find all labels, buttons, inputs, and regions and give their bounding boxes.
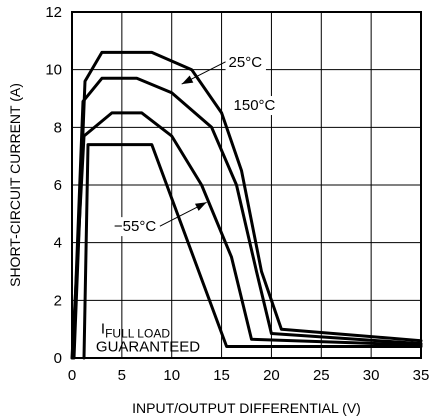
y-tick-labels: 0 2 4 6 8 10 12 <box>45 4 62 367</box>
temperature-label: 150°C <box>234 97 276 114</box>
x-tick-label: 10 <box>163 367 180 384</box>
y-tick-label: 0 <box>54 350 62 367</box>
x-tick-label: 35 <box>413 367 430 384</box>
temperature-label: 25°C <box>229 54 263 71</box>
temperature-label: −55°C <box>114 218 156 235</box>
plot-frame <box>71 11 422 359</box>
label-background <box>110 217 160 237</box>
y-tick-label: 8 <box>54 119 62 136</box>
y-tick-label: 6 <box>54 177 62 194</box>
y-tick-label: 2 <box>54 292 62 309</box>
curve-3 <box>70 111 423 360</box>
curves <box>70 50 423 360</box>
x-tick-label: 30 <box>363 367 380 384</box>
x-tick-labels: 0 5 10 15 20 25 30 35 <box>68 367 430 384</box>
x-tick-label: 20 <box>263 367 280 384</box>
curve-1 <box>72 50 423 360</box>
y-tick-label: 10 <box>45 62 62 79</box>
y-tick-label: 12 <box>45 4 62 21</box>
label-background <box>225 52 266 72</box>
curve-2 <box>71 76 423 360</box>
arrow-head <box>194 202 207 211</box>
x-tick-label: 0 <box>68 367 76 384</box>
x-tick-label: 5 <box>118 367 126 384</box>
x-axis-title: INPUT/OUTPUT DIFFERENTIAL (V) <box>132 400 361 416</box>
guaranteed-label: GUARANTEED <box>96 338 200 355</box>
full-load-label: IFULL LOAD <box>101 320 170 340</box>
label-background <box>230 96 280 116</box>
x-tick-label: 15 <box>213 367 230 384</box>
arrow-head <box>181 75 194 85</box>
curve-4 <box>82 143 423 360</box>
y-axis-title: SHORT-CIRCUIT CURRENT (A) <box>7 83 23 287</box>
x-tick-label: 25 <box>313 367 330 384</box>
grid-lines <box>72 12 421 358</box>
y-tick-label: 4 <box>54 235 62 252</box>
